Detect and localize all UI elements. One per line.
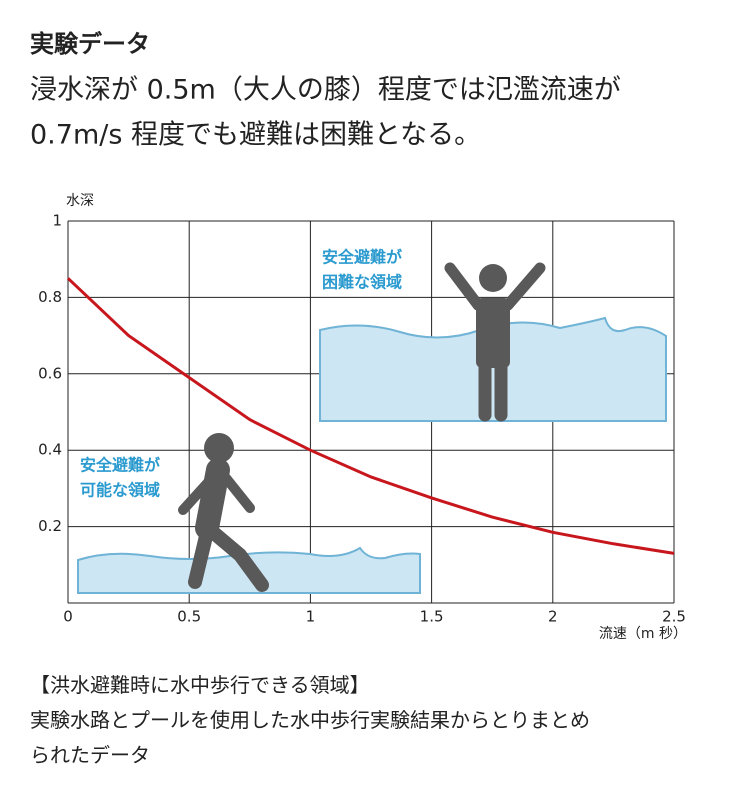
subtitle-line: 0.7m/s 程度でも避難は困難となる。 <box>30 120 481 151</box>
data-line <box>66 277 675 555</box>
annotation: 困難な領域 <box>322 273 402 292</box>
footer-line: られたデータ <box>30 743 150 767</box>
x-tick-label: 1.5 <box>420 608 444 626</box>
footer: 【洪水避難時に水中歩行できる領域】 実験水路とプールを使用した水中歩行実験結果か… <box>30 668 590 773</box>
subtitle-line: 浸水深が 0.5m（大人の膝）程度では氾濫流速が <box>30 75 621 106</box>
x-axis-label: 流速（m 秒） <box>599 626 687 642</box>
y-axis-label: 水深 <box>66 193 94 209</box>
person-icon <box>178 433 269 592</box>
footer-line: 実験水路とプールを使用した水中歩行実験結果からとりまとめ <box>30 708 590 732</box>
footer-heading: 【洪水避難時に水中歩行できる領域】 <box>30 673 370 697</box>
water-region <box>319 316 667 422</box>
x-tick-label: 0 <box>63 608 73 626</box>
y-tick-label: 0.4 <box>38 441 62 459</box>
x-tick-label: 1 <box>306 608 316 626</box>
annotation: 安全避難が <box>80 456 160 475</box>
title: 実験データ <box>30 30 150 58</box>
x-tick-label: 2 <box>548 608 558 626</box>
annotation: 安全避難が <box>322 248 402 267</box>
y-tick-label: 0.8 <box>38 288 62 306</box>
person-icon <box>444 262 546 422</box>
y-tick-label: 1 <box>52 212 62 230</box>
y-tick-label: 0.6 <box>38 364 62 382</box>
x-tick-label: 2.5 <box>662 608 686 626</box>
annotation: 可能な領域 <box>80 481 160 500</box>
y-tick-label: 0.2 <box>38 517 62 535</box>
x-tick-label: 0.5 <box>177 608 201 626</box>
